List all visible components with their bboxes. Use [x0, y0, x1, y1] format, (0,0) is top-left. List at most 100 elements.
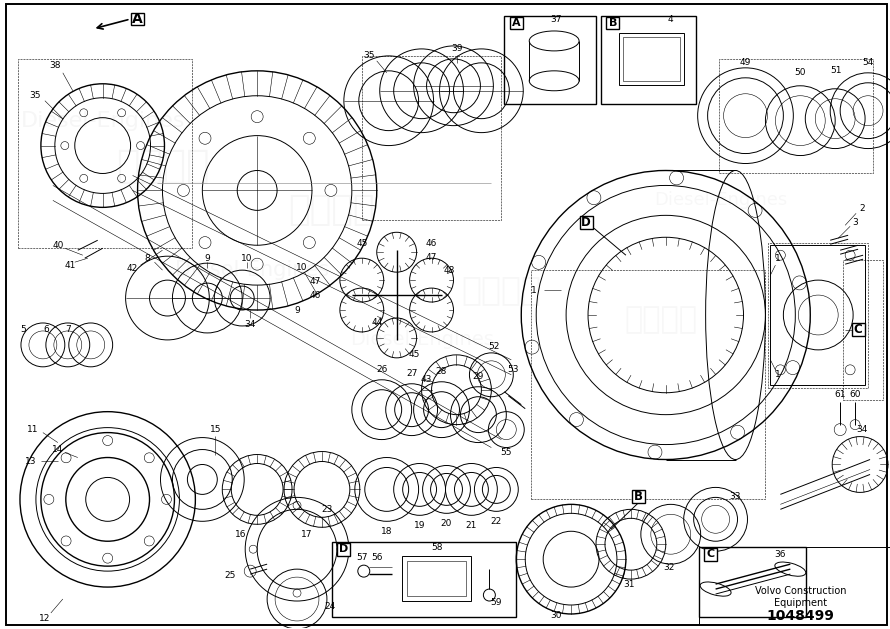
Text: 4: 4	[668, 14, 674, 23]
Bar	[704, 548, 717, 560]
Text: 紫发动力: 紫发动力	[288, 193, 376, 227]
Text: 45: 45	[356, 239, 368, 248]
Text: 59: 59	[490, 598, 502, 606]
Text: 52: 52	[489, 342, 500, 352]
Text: 57: 57	[356, 553, 368, 562]
Text: 40: 40	[53, 241, 63, 250]
Text: Diesel-Engines: Diesel-Engines	[654, 191, 787, 209]
Text: 14: 14	[53, 445, 63, 454]
Bar	[332, 542, 516, 617]
Text: 60: 60	[849, 390, 861, 399]
Text: 48: 48	[444, 265, 455, 275]
Text: 9: 9	[295, 306, 300, 314]
Text: B: B	[635, 490, 643, 503]
Bar	[407, 561, 466, 596]
Text: 44: 44	[371, 318, 383, 328]
Text: 33: 33	[730, 492, 741, 501]
Text: 15: 15	[209, 425, 221, 434]
Text: 紫发动力: 紫发动力	[461, 274, 541, 306]
Bar	[131, 13, 144, 26]
Text: 51: 51	[830, 66, 842, 75]
Text: C: C	[707, 549, 715, 559]
Text: 46: 46	[309, 291, 320, 299]
Text: 20: 20	[441, 519, 452, 528]
Bar	[623, 37, 680, 81]
Text: 45: 45	[409, 350, 420, 359]
Text: 1: 1	[774, 370, 781, 379]
Text: 47: 47	[309, 277, 320, 286]
Text: 27: 27	[406, 369, 417, 378]
Text: 24: 24	[324, 601, 336, 611]
Text: 47: 47	[426, 253, 437, 262]
Text: 37: 37	[550, 14, 562, 23]
Bar	[718, 59, 873, 174]
Text: 41: 41	[64, 260, 76, 270]
Text: 3: 3	[853, 218, 858, 227]
Bar	[510, 16, 522, 30]
Text: 29: 29	[473, 372, 484, 381]
Text: 紫发动力: 紫发动力	[624, 306, 697, 335]
Bar	[606, 16, 619, 30]
Text: 8: 8	[145, 253, 150, 263]
Bar	[505, 16, 596, 104]
Text: 19: 19	[414, 521, 425, 530]
Bar	[771, 245, 865, 385]
Text: 39: 39	[452, 45, 463, 53]
Text: Diesel-Engines: Diesel-Engines	[20, 111, 185, 131]
Text: 35: 35	[363, 52, 375, 60]
Text: 49: 49	[740, 58, 751, 67]
Bar	[579, 216, 593, 229]
Text: 30: 30	[550, 611, 562, 620]
Text: 46: 46	[426, 239, 437, 248]
Text: D: D	[339, 544, 349, 554]
Text: B: B	[609, 18, 617, 28]
Text: Volvo Construction
Equipment: Volvo Construction Equipment	[755, 586, 846, 608]
Text: 11: 11	[28, 425, 38, 434]
Text: 21: 21	[465, 521, 477, 530]
Text: 36: 36	[774, 550, 786, 559]
Text: 35: 35	[29, 91, 41, 100]
Text: Diesel-Engines: Diesel-Engines	[350, 330, 494, 350]
Text: 1: 1	[531, 286, 537, 294]
Text: 58: 58	[431, 543, 442, 552]
Bar	[699, 547, 806, 617]
Text: 32: 32	[663, 562, 675, 572]
Text: D: D	[581, 216, 591, 229]
Text: 23: 23	[321, 505, 333, 514]
Bar	[768, 243, 868, 387]
Text: 28: 28	[436, 367, 447, 376]
Bar	[362, 56, 501, 220]
Text: 38: 38	[49, 62, 61, 70]
Text: 10: 10	[241, 253, 253, 263]
Text: 7: 7	[65, 325, 70, 335]
Text: 31: 31	[623, 579, 635, 589]
Text: 22: 22	[490, 517, 502, 526]
Text: 34: 34	[856, 425, 868, 434]
Text: 6: 6	[43, 325, 49, 335]
Text: 18: 18	[381, 526, 392, 536]
Text: 34: 34	[245, 320, 255, 330]
Text: 1: 1	[774, 253, 781, 263]
Text: 54: 54	[862, 58, 874, 67]
Text: A: A	[512, 18, 521, 28]
Bar	[601, 16, 696, 104]
Text: 25: 25	[224, 571, 236, 579]
Text: 42: 42	[127, 264, 138, 272]
Text: 56: 56	[371, 553, 383, 562]
Text: 17: 17	[301, 530, 312, 539]
Text: 1048499: 1048499	[766, 609, 834, 623]
Text: 9: 9	[205, 253, 210, 263]
Text: 43: 43	[421, 376, 433, 384]
Text: C: C	[854, 323, 862, 337]
Text: 12: 12	[39, 615, 51, 623]
Text: 5: 5	[20, 325, 26, 335]
Text: 16: 16	[234, 530, 246, 539]
Text: 55: 55	[500, 448, 512, 457]
Text: 26: 26	[376, 365, 387, 374]
Bar	[852, 323, 864, 337]
Text: 13: 13	[25, 457, 36, 466]
Bar	[337, 543, 351, 555]
Bar	[401, 556, 472, 601]
Text: 61: 61	[835, 390, 846, 399]
Bar	[531, 270, 765, 499]
